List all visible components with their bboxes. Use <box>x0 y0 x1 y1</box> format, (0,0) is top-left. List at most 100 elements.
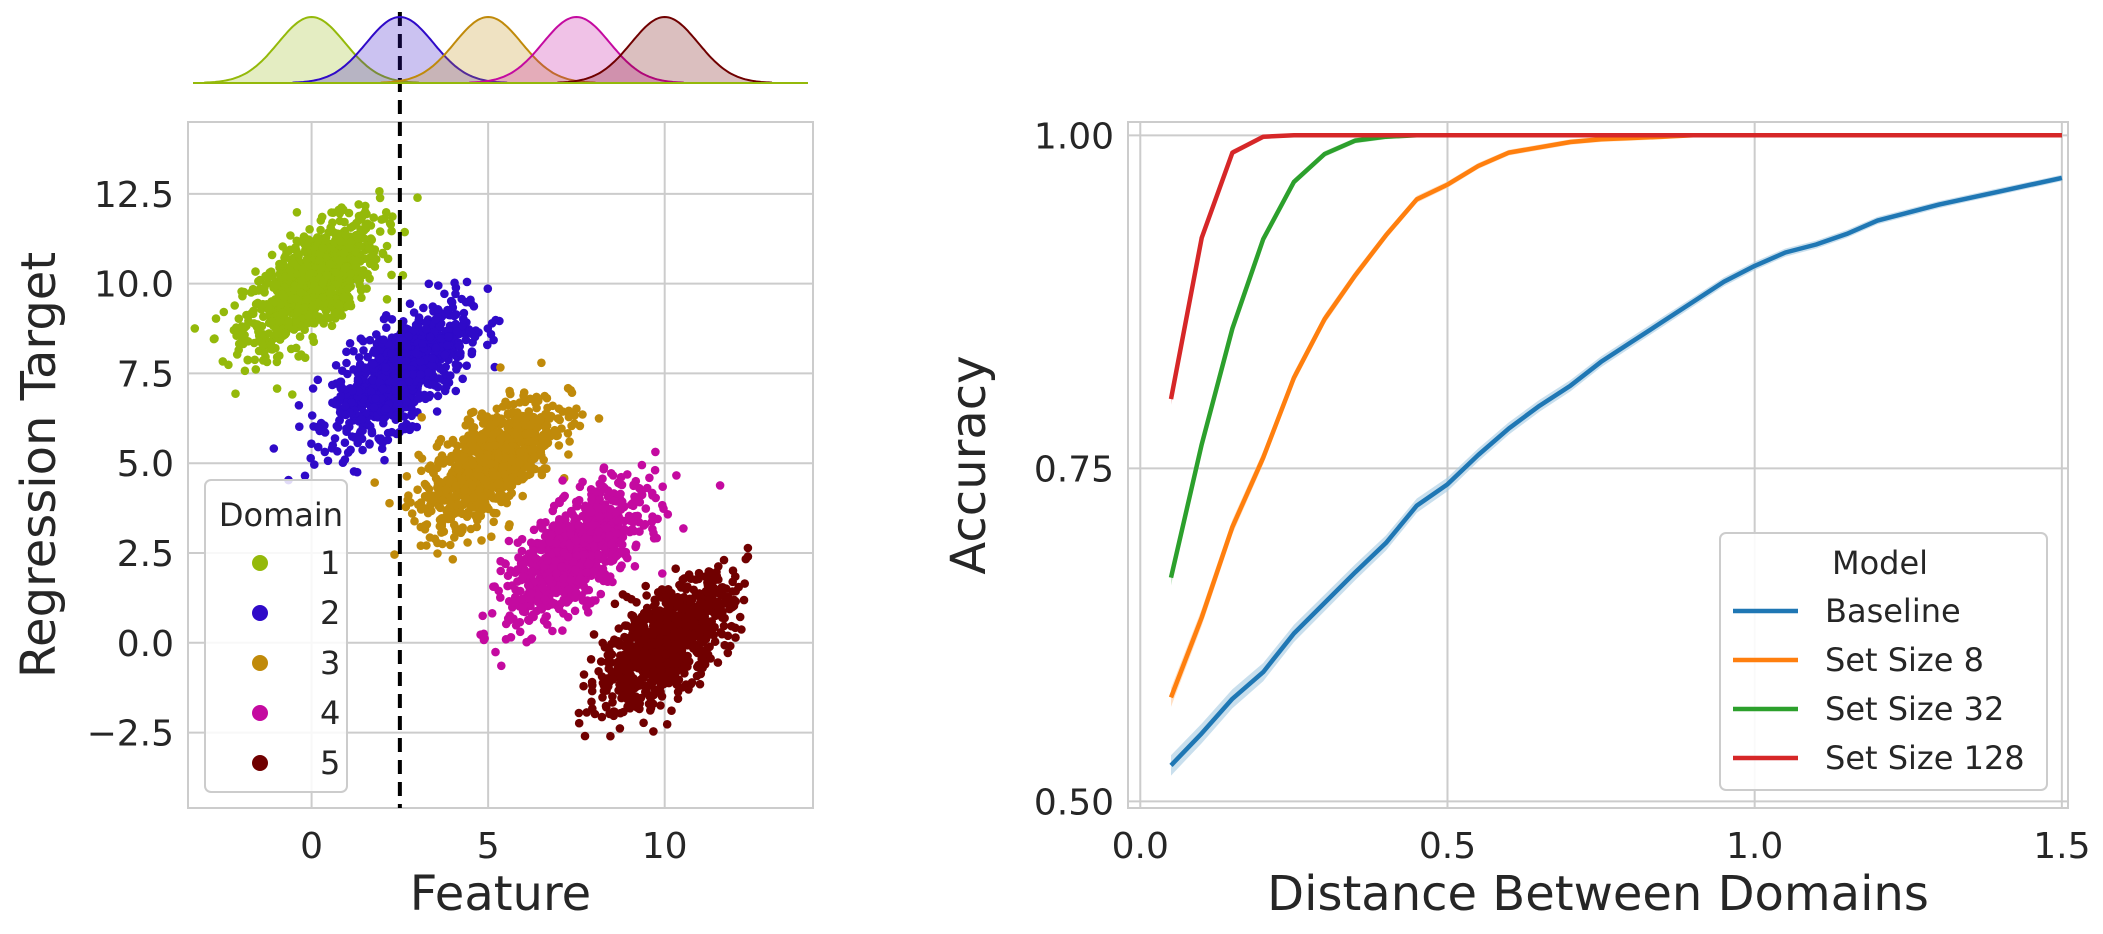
scatter-point <box>417 413 427 422</box>
scatter-point <box>694 648 703 658</box>
scatter-point <box>623 553 632 563</box>
scatter-point <box>310 460 319 469</box>
scatter-point <box>575 574 584 584</box>
scatter-point <box>588 520 598 530</box>
scatter-point <box>327 321 337 331</box>
plot-frame <box>1127 121 2069 809</box>
scatter-point <box>240 366 250 376</box>
scatter-point <box>211 314 221 323</box>
scatter-point <box>335 416 344 425</box>
scatter-point <box>513 538 523 547</box>
scatter-point <box>692 671 702 681</box>
scatter-point <box>469 493 478 502</box>
legend-label-domain-5: 5 <box>320 744 340 782</box>
scatter-point <box>321 233 331 242</box>
density-curve-domain-3 <box>380 15 596 84</box>
scatter-point <box>608 692 617 701</box>
scatter-point <box>528 610 538 619</box>
x-tick-label: 1.0 <box>1726 826 1783 867</box>
scatter-point <box>501 443 511 453</box>
scatter-point <box>646 703 656 713</box>
scatter-point <box>592 534 602 543</box>
scatter-point <box>592 502 602 512</box>
scatter-point <box>254 327 263 337</box>
scatter-point <box>710 637 720 646</box>
scatter-point <box>416 370 425 379</box>
scatter-point <box>607 540 616 549</box>
scatter-point <box>658 482 667 492</box>
scatter-point <box>360 234 369 243</box>
scatter-point <box>361 201 370 211</box>
scatter-point <box>446 540 455 550</box>
scatter-point <box>664 585 673 594</box>
scatter-point <box>637 636 646 645</box>
scatter-point <box>346 445 355 455</box>
scatter-point <box>587 677 597 687</box>
scatter-point <box>278 242 288 251</box>
scatter-point <box>588 704 597 713</box>
scatter-point <box>343 369 352 379</box>
scatter-point <box>649 601 659 611</box>
scatter-point <box>413 485 422 495</box>
scatter-point <box>325 259 335 269</box>
scatter-point <box>646 693 655 703</box>
scatter-point <box>460 485 470 495</box>
scatter-point <box>516 586 525 596</box>
scatter-point <box>721 584 731 593</box>
scatter-point <box>292 262 301 272</box>
legend-title: Domain <box>219 496 343 534</box>
scatter-point <box>614 668 623 677</box>
scatter-point <box>250 355 260 365</box>
scatter-point <box>237 331 246 341</box>
scatter-point <box>291 243 300 252</box>
scatter-point <box>456 348 465 358</box>
scatter-point <box>466 524 476 534</box>
scatter-point <box>334 301 344 310</box>
scatter-point <box>417 466 426 476</box>
scatter-point <box>404 377 414 386</box>
scatter-point <box>499 462 508 472</box>
scatter-point <box>570 513 579 522</box>
scatter-point <box>328 380 337 390</box>
scatter-point <box>468 425 477 434</box>
scatter-point <box>381 363 390 372</box>
scatter-point <box>341 410 351 420</box>
scatter-point <box>286 231 295 240</box>
scatter-point <box>264 329 274 338</box>
scatter-point <box>461 335 471 345</box>
scatter-point <box>365 259 375 269</box>
scatter-point <box>566 385 575 395</box>
scatter-point <box>681 622 691 631</box>
scatter-point <box>496 414 506 424</box>
scatter-point <box>640 519 650 529</box>
scatter-point <box>658 569 667 578</box>
scatter-point <box>258 356 268 365</box>
scatter-point <box>336 377 345 387</box>
scatter-point <box>375 193 385 203</box>
scatter-point <box>243 355 252 365</box>
scatter-point <box>400 227 410 237</box>
scatter-point <box>269 444 279 453</box>
scatter-point <box>402 349 411 358</box>
scatter-point <box>518 491 527 501</box>
scatter-point <box>612 529 621 538</box>
scatter-point <box>434 374 444 383</box>
scatter-point <box>735 612 745 622</box>
scatter-point <box>594 550 603 560</box>
scatter-point <box>598 564 608 574</box>
scatter-point <box>419 303 428 313</box>
legend-box <box>1719 532 2048 791</box>
scatter-point <box>457 321 467 331</box>
scatter-point <box>608 471 618 480</box>
scatter-point <box>715 481 725 490</box>
scatter-point <box>554 404 564 414</box>
scatter-point <box>258 299 268 309</box>
scatter-point <box>437 528 446 537</box>
scatter-point <box>451 319 461 329</box>
scatter-point <box>624 688 634 697</box>
scatter-point <box>314 424 324 433</box>
scatter-point <box>345 269 355 278</box>
scatter-point <box>574 708 584 718</box>
scatter-point <box>423 379 433 389</box>
scatter-point <box>612 551 621 561</box>
